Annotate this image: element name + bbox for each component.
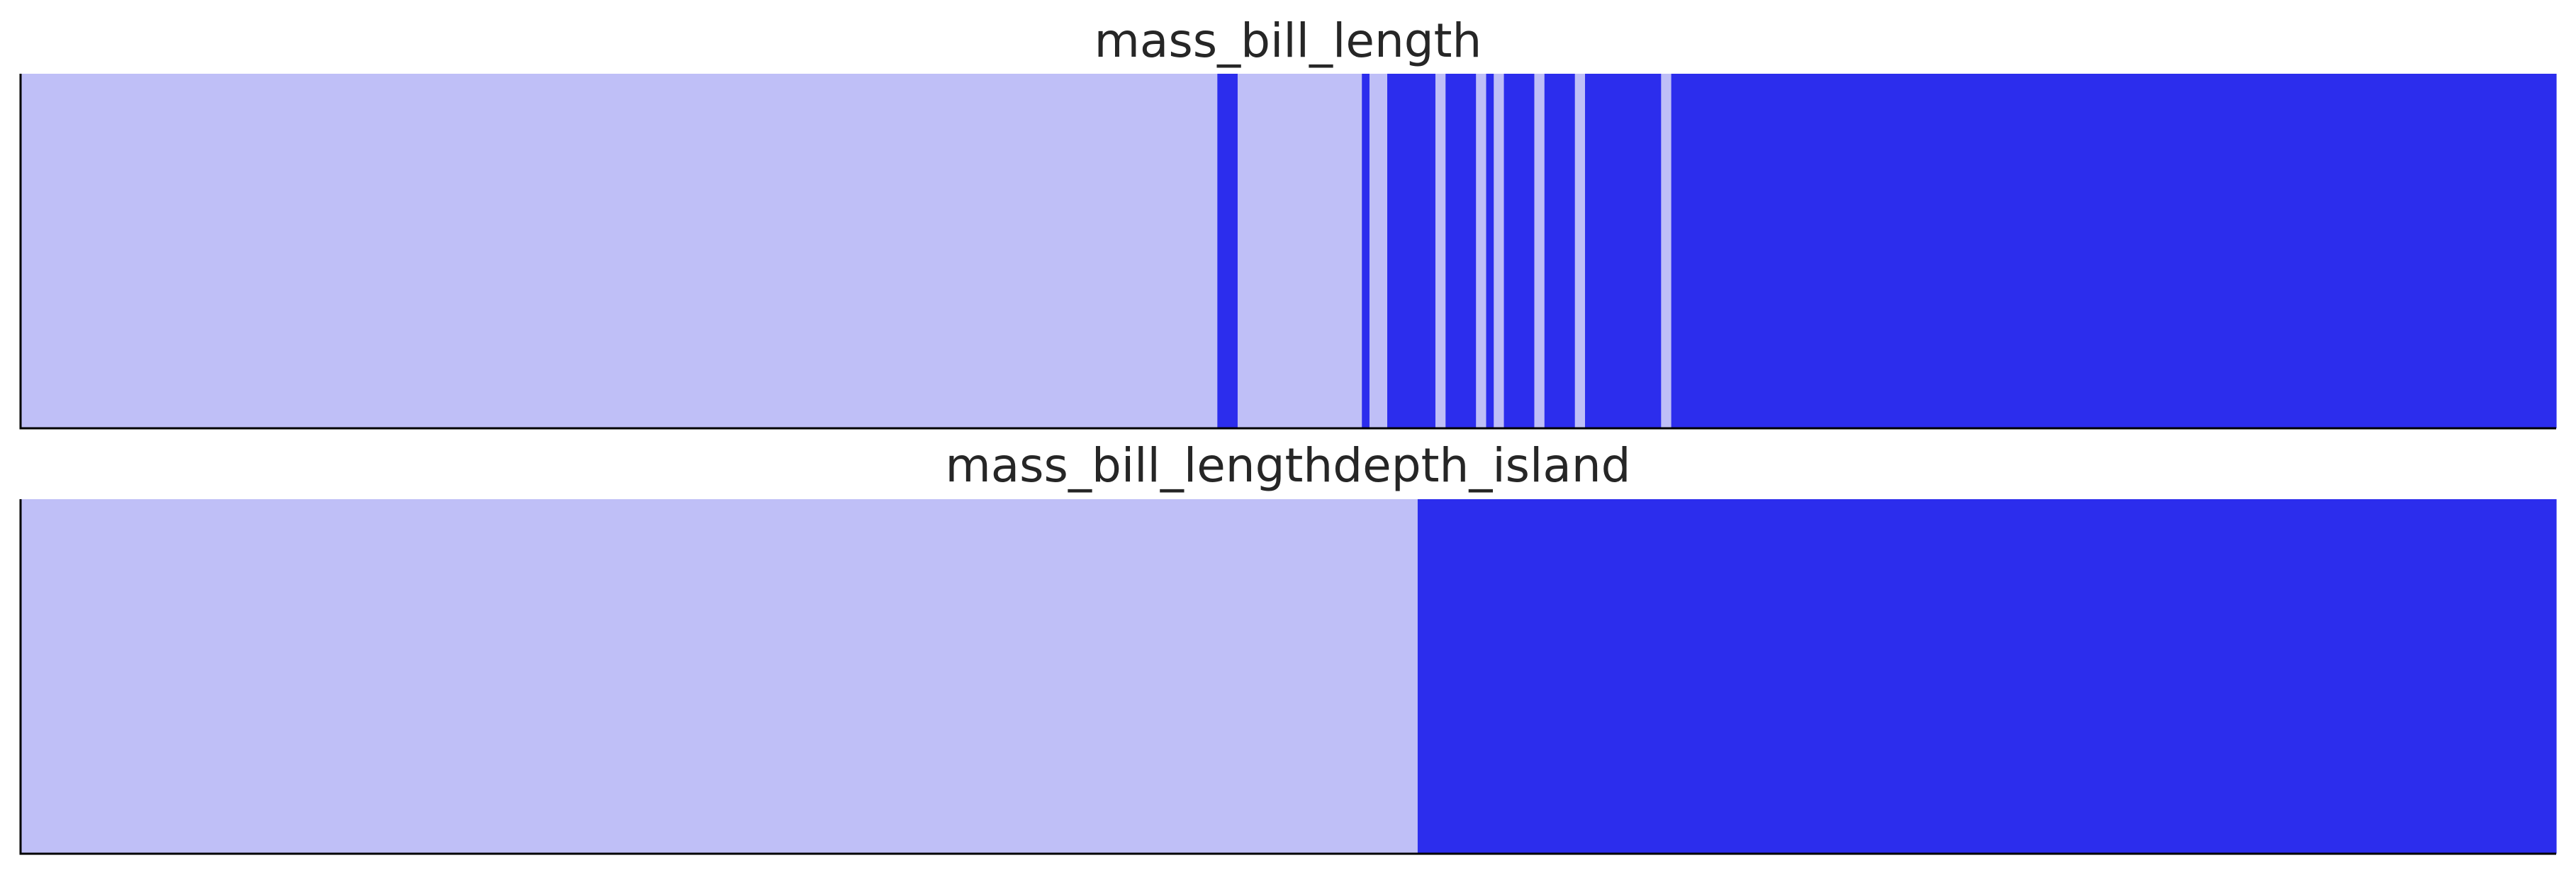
segment-0-11 [1503, 74, 1535, 428]
panel-title-0: mass_bill_length [1094, 13, 1482, 68]
segment-0-16 [1661, 74, 1672, 428]
segment-0-3 [1362, 74, 1370, 428]
segment-0-0 [21, 74, 1218, 428]
segment-0-4 [1369, 74, 1388, 428]
segment-0-10 [1494, 74, 1505, 428]
segment-0-17 [1671, 74, 2557, 428]
panel-0 [19, 74, 2557, 430]
segment-0-2 [1237, 74, 1362, 428]
segment-0-14 [1574, 74, 1586, 428]
panel-title-1: mass_bill_lengthdepth_island [945, 438, 1631, 493]
panel-1 [19, 499, 2557, 855]
segment-1-1 [1417, 499, 2557, 854]
segment-0-1 [1217, 74, 1238, 428]
segment-0-13 [1544, 74, 1576, 428]
segment-0-8 [1476, 74, 1487, 428]
segment-0-7 [1445, 74, 1477, 428]
segment-0-9 [1486, 74, 1494, 428]
segment-0-6 [1435, 74, 1446, 428]
segment-0-15 [1585, 74, 1662, 428]
segment-1-0 [21, 499, 1418, 854]
segment-0-12 [1534, 74, 1545, 428]
segment-0-5 [1387, 74, 1436, 428]
